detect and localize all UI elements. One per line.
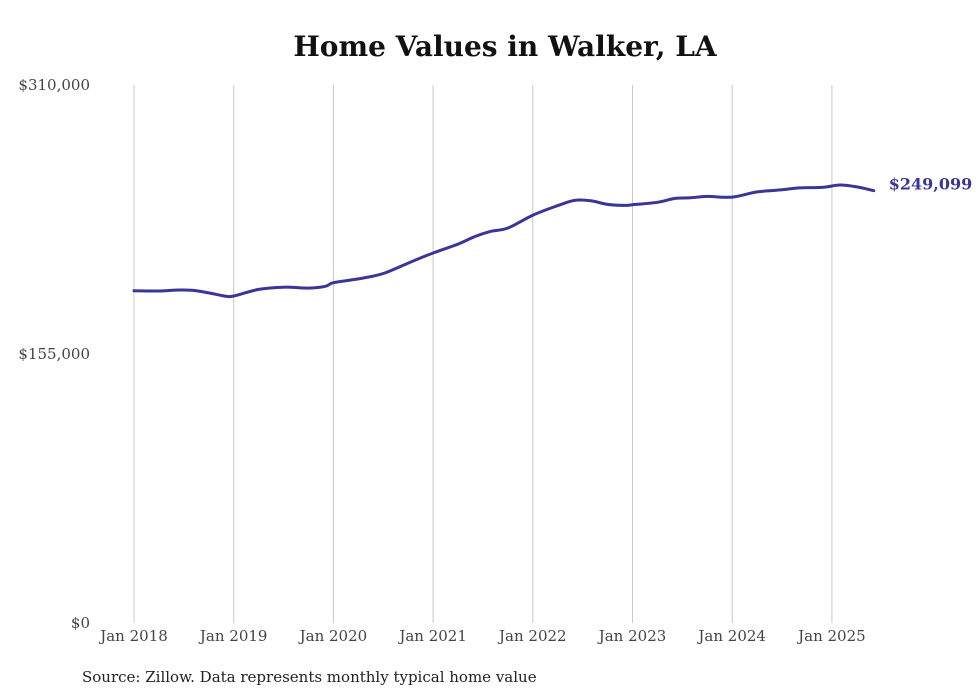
y-tick-label-0: $0 (71, 614, 90, 632)
x-tick-label-4: Jan 2022 (497, 627, 567, 645)
x-tick-label-5: Jan 2023 (597, 627, 667, 645)
x-tick-label-3: Jan 2021 (397, 627, 467, 645)
x-tick-label-0: Jan 2018 (98, 627, 168, 645)
chart-title: Home Values in Walker, LA (293, 30, 717, 63)
x-tick-label-7: Jan 2025 (796, 627, 866, 645)
x-tick-label-6: Jan 2024 (696, 627, 766, 645)
x-tick-label-1: Jan 2019 (198, 627, 268, 645)
y-tick-label-2: $310,000 (18, 76, 90, 94)
series-end-label-0: $249,099 (889, 175, 973, 194)
series-line-0 (132, 183, 876, 299)
source-note: Source: Zillow. Data represents monthly … (82, 668, 537, 686)
y-tick-label-1: $155,000 (18, 345, 90, 363)
x-tick-label-2: Jan 2020 (298, 627, 368, 645)
